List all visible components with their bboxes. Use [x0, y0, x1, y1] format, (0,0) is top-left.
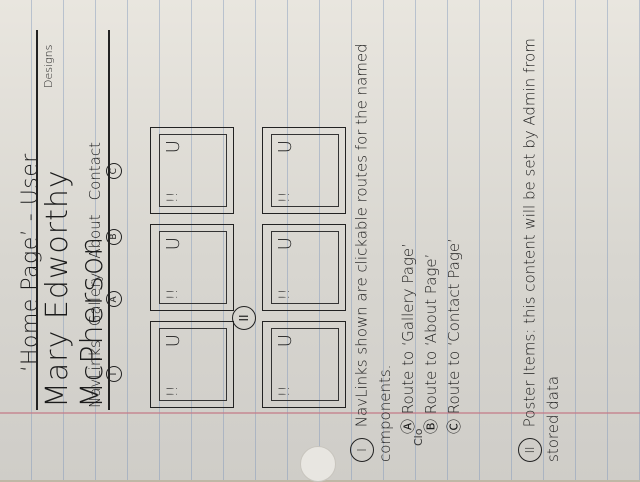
note-posters-text: Poster Items: this content will be set b… — [520, 38, 563, 462]
nav-label: NavLinks — [86, 340, 104, 408]
margin-line — [0, 412, 640, 414]
smile-icon: U — [163, 237, 184, 251]
note-marker-i: I — [350, 438, 374, 462]
poster-card[interactable]: !! U — [262, 321, 346, 408]
poster-marks: !! — [165, 385, 181, 397]
poster-marker: II — [232, 306, 256, 330]
route-item: Ⓑ Route to ‘About Page’ — [422, 253, 440, 434]
poster-card[interactable]: !! U — [150, 127, 234, 214]
poster-row: !! U !! U !! U — [150, 127, 234, 408]
poster-row: !! U !! U !! U — [262, 127, 346, 408]
nav-label-wrap: NavLinks I — [86, 340, 122, 408]
poster-card[interactable]: !! U — [262, 127, 346, 214]
route-item: Ⓐ Route to ‘Gallery Page’ — [399, 243, 417, 434]
poster-marks: !! — [165, 191, 181, 203]
nav-link-gallery[interactable]: Gallery — [86, 272, 104, 327]
nav-row: NavLinks I Gallery A About B Contact C — [86, 142, 122, 408]
poster-card[interactable]: !! U — [150, 224, 234, 311]
nav-link-about[interactable]: About — [86, 214, 104, 259]
note-marker-ii: II — [518, 438, 542, 462]
nav-marker: I — [106, 366, 122, 383]
binder-hole — [300, 446, 336, 482]
note-posters: II Poster Items: this content will be se… — [518, 22, 565, 462]
nav-item-about-wrap: About B — [86, 214, 122, 259]
nav-marker-b: B — [106, 228, 122, 245]
poster-marks: !! — [277, 191, 293, 203]
poster-card[interactable]: !! U — [150, 321, 234, 408]
smile-icon: U — [275, 140, 296, 154]
note-navlinks: I NavLinks shown are clickable routes fo… — [350, 22, 466, 462]
nav-item-contact-wrap: Contact C — [86, 142, 122, 200]
nav-marker-c: C — [106, 163, 122, 180]
smile-icon: U — [163, 334, 184, 348]
route-list: Ⓐ Route to ‘Gallery Page’ Ⓑ Route to ‘Ab… — [397, 22, 466, 434]
smile-icon: U — [275, 237, 296, 251]
nav-link-contact[interactable]: Contact — [86, 142, 104, 201]
note-navlinks-text: NavLinks shown are clickable routes for … — [352, 43, 395, 462]
poster-card[interactable]: !! U — [262, 224, 346, 311]
poster-marks: !! — [165, 288, 181, 300]
tag-text: Clo — [412, 428, 425, 446]
smile-icon: U — [163, 140, 184, 154]
poster-marks: !! — [277, 288, 293, 300]
nav-item-gallery-wrap: Gallery A — [86, 273, 122, 326]
poster-marks: !! — [277, 385, 293, 397]
route-item: Ⓒ Route to ‘Contact Page’ — [445, 238, 463, 434]
smile-icon: U — [275, 334, 296, 348]
brand-sub: Designs — [42, 44, 55, 88]
nav-marker-a: A — [106, 291, 122, 308]
